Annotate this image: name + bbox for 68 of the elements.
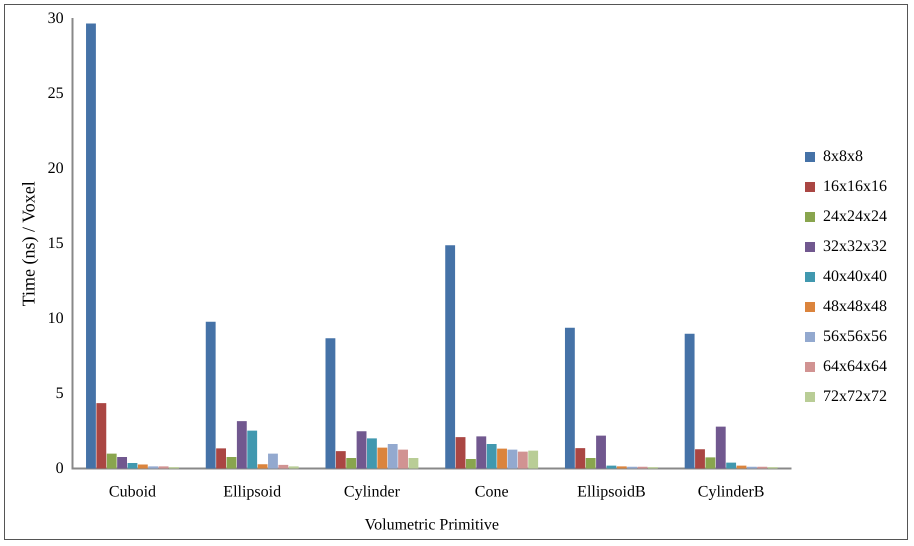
x-tick-label: CylinderB (698, 483, 764, 500)
bar (377, 448, 388, 469)
x-tick-label: Cone (474, 483, 509, 500)
bar (726, 462, 736, 469)
x-tick-label: Ellipsoid (223, 483, 282, 500)
bar (158, 466, 169, 469)
bar (216, 448, 226, 469)
bar (486, 444, 497, 469)
bar (507, 450, 518, 469)
legend-label: 56x56x56 (823, 328, 887, 346)
bar (684, 334, 695, 469)
bar (575, 448, 586, 469)
bar (716, 426, 726, 469)
legend-label: 32x32x32 (823, 238, 887, 256)
y-tick-label: 10 (48, 310, 64, 327)
bar (736, 466, 746, 469)
bar (388, 444, 398, 469)
y-tick-label: 20 (48, 160, 64, 178)
bar (346, 458, 356, 469)
bar (528, 450, 538, 469)
bar (258, 464, 268, 469)
bar (356, 431, 366, 469)
legend-label: 24x24x24 (823, 208, 887, 226)
bar (117, 457, 128, 469)
bar (497, 448, 507, 469)
y-tick-label: 0 (56, 460, 64, 477)
bar (138, 464, 148, 469)
bar (325, 338, 336, 469)
bar (367, 438, 377, 469)
x-tick-label: Cylinder (344, 483, 401, 500)
legend-label: 48x48x48 (823, 298, 887, 316)
bar (564, 328, 575, 469)
legend-label: 16x16x16 (823, 178, 887, 196)
bar (268, 454, 278, 469)
bar (705, 457, 716, 469)
bar (86, 23, 96, 469)
bar (408, 458, 418, 469)
bar (247, 430, 258, 469)
x-axis-title: Volumetric Primitive (364, 516, 499, 534)
bar (596, 436, 606, 469)
legend-label: 72x72x72 (823, 388, 887, 406)
x-tick-label: EllipsoidB (577, 483, 646, 500)
bar (128, 463, 138, 469)
bar (398, 450, 408, 469)
bar (518, 452, 528, 469)
y-tick-label: 15 (48, 235, 64, 252)
bar (586, 458, 596, 469)
bar (336, 451, 346, 469)
legend-label: 8x8x8 (823, 148, 863, 166)
bar (96, 403, 106, 469)
bar (278, 464, 288, 469)
y-axis-title: Time (ns) / Voxel (18, 181, 39, 306)
x-tick-label: Cuboid (108, 483, 156, 500)
bar (466, 459, 476, 469)
y-tick-label: 25 (48, 85, 64, 102)
bar (606, 466, 616, 469)
legend-label: 40x40x40 (823, 268, 887, 286)
bar (236, 421, 247, 469)
y-tick-label: 5 (56, 384, 64, 402)
bar (445, 245, 456, 469)
bar (106, 454, 117, 469)
bar (206, 322, 216, 469)
y-tick-label: 30 (48, 10, 64, 28)
bar (456, 437, 466, 469)
legend-label: 64x64x64 (823, 358, 887, 376)
bar (695, 449, 705, 469)
bar (476, 436, 486, 469)
bar (226, 457, 236, 469)
